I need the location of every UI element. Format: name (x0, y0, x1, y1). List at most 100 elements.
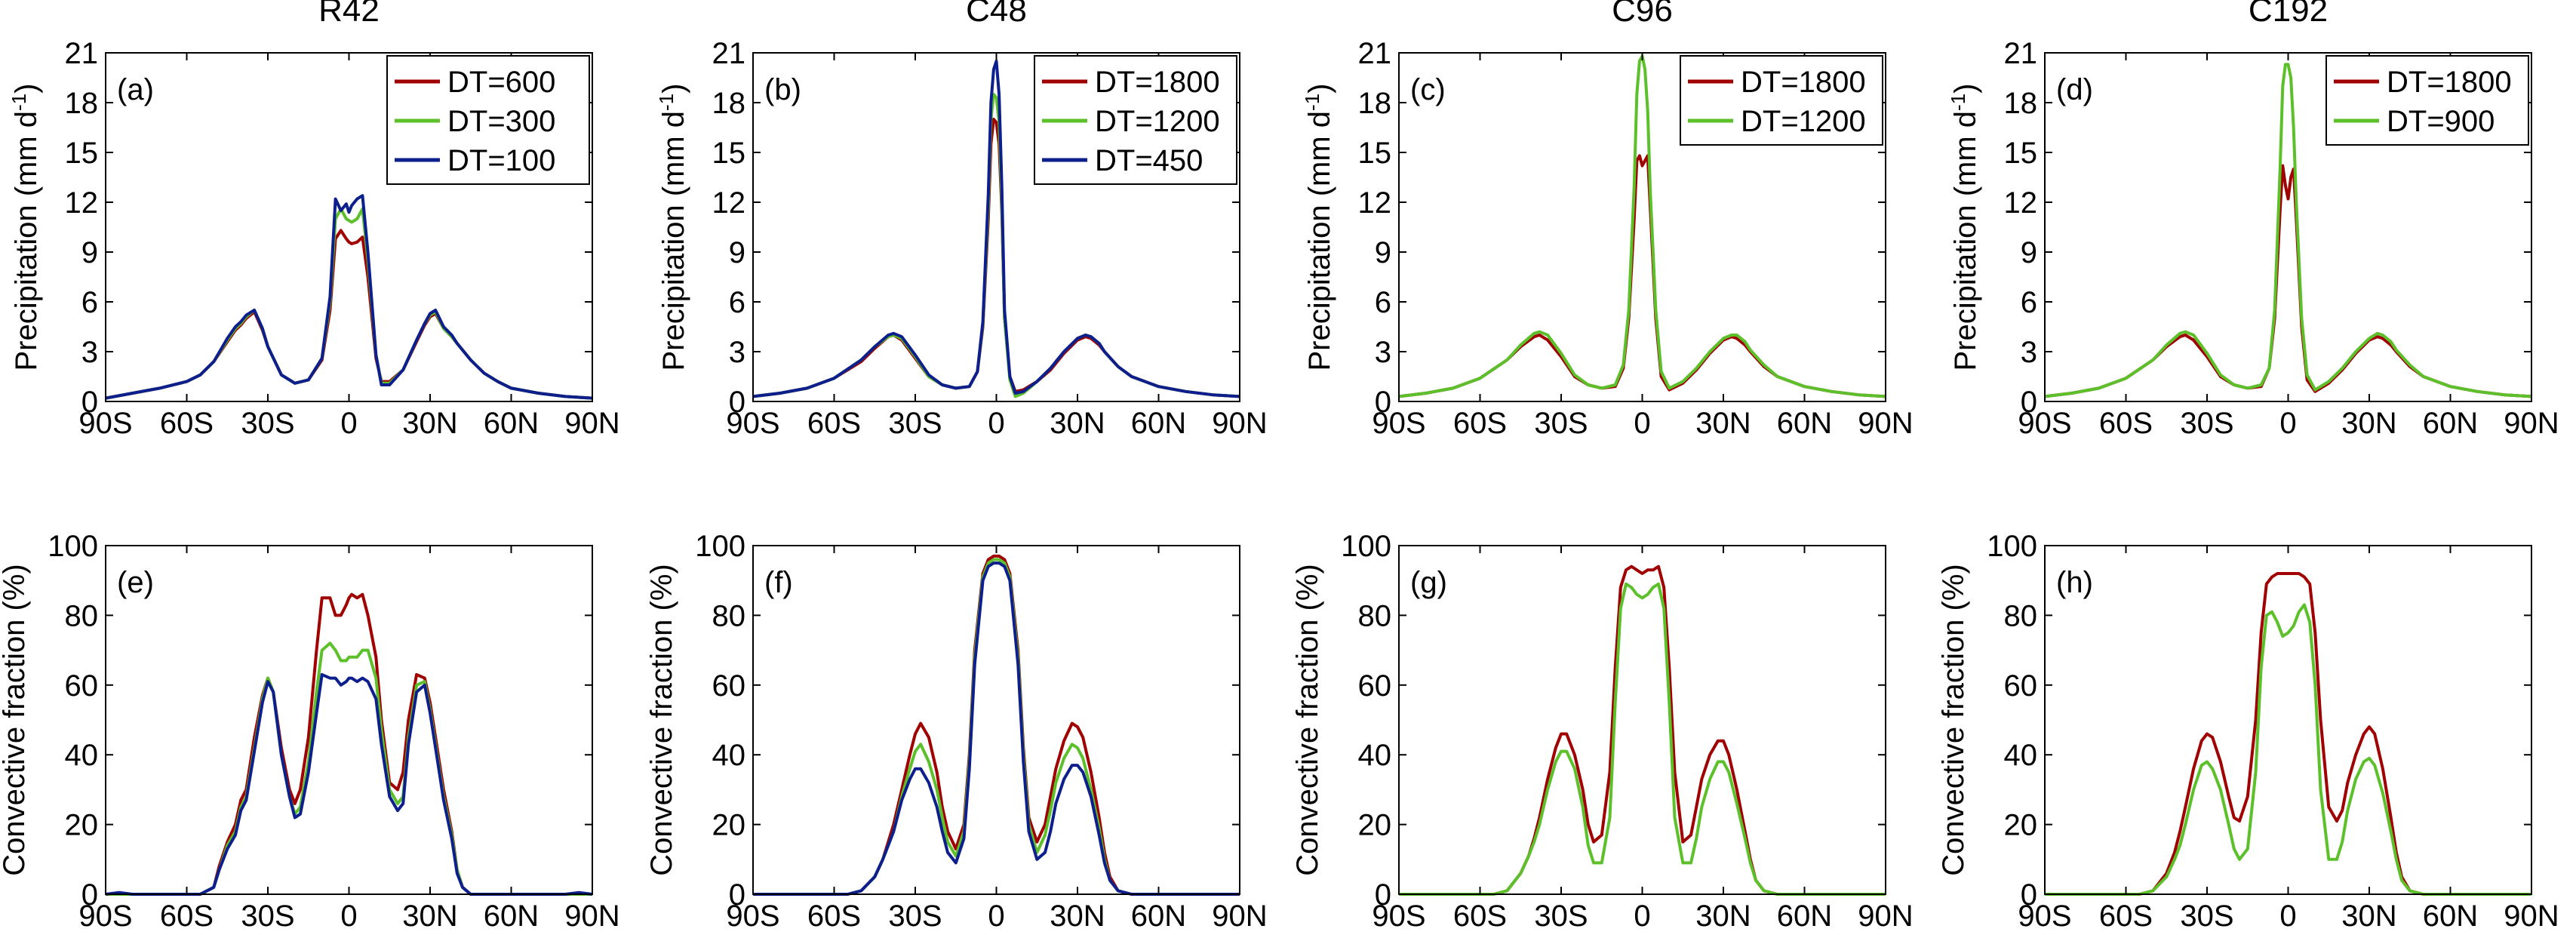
y-tick-label: 6 (1375, 286, 1391, 319)
x-tick-label: 30N (402, 900, 457, 933)
x-tick-label: 0 (340, 407, 357, 440)
y-tick-label: 20 (1358, 809, 1392, 842)
x-tick-label: 90S (1372, 900, 1425, 933)
y-tick-label: 12 (65, 186, 99, 220)
y-axis-label-text: Convective fraction (%) (0, 564, 31, 875)
y-tick-label: 80 (712, 599, 746, 632)
y-axis-label-text: Precipitation (mm d (1949, 111, 1982, 371)
x-tick-label: 90N (1212, 900, 1267, 933)
column-title: C48 (966, 0, 1027, 29)
y-tick-label: 100 (48, 530, 98, 563)
legend-entry: DT=900 (2387, 105, 2495, 138)
x-tick-label: 90S (1372, 407, 1425, 440)
x-tick-label: 60S (1453, 900, 1507, 933)
x-tick-label: 60S (1453, 407, 1507, 440)
panel-label: (c) (1410, 73, 1446, 106)
y-tick-label: 100 (1987, 530, 2037, 563)
series-line-dt-1200 (753, 558, 1240, 896)
x-tick-label: 30N (1695, 900, 1751, 933)
legend-entry: DT=100 (447, 144, 555, 177)
y-tick-label: 18 (712, 87, 746, 120)
x-tick-label: 90S (2018, 900, 2071, 933)
y-tick-label: 0 (81, 878, 98, 912)
y-tick-label: 40 (712, 739, 746, 772)
legend: DT=1800 DT=1200 DT=450 (1034, 55, 1237, 185)
axes-frame (752, 545, 1240, 895)
x-tick-label: 60N (1777, 900, 1832, 933)
x-tick-label: 90S (78, 407, 132, 440)
panel-c: C96 90S 60S 30S 0 30N 60N 90N 0 3 6 9 12 15 18 21 Precip… (1301, 0, 1914, 440)
legend-entry: DT=1200 (1095, 105, 1220, 138)
x-tick-label: 30N (1050, 900, 1105, 933)
y-tick-label: 80 (1358, 599, 1392, 632)
panel-b: C48 90S 60S 30S 0 30N 60N 90N 0 3 6 9 12 15 18 21 Precip… (655, 0, 1268, 440)
y-tick-label: 0 (729, 878, 745, 912)
legend-entry: DT=1800 (2387, 66, 2512, 99)
y-tick-label: 9 (81, 236, 98, 269)
x-tick-label: 0 (1634, 407, 1650, 440)
x-tick-label: 0 (2279, 407, 2296, 440)
x-tick-label: 30N (2341, 407, 2396, 440)
x-tick-label: 30S (2180, 900, 2233, 933)
y-tick-label: 21 (1358, 37, 1392, 70)
series-line-dt-1800 (2045, 572, 2531, 896)
panel-a: R42 90S 60S 30S 0 30N 60N 90N 0 3 6 9 12 15 18 21 Precip… (8, 0, 620, 440)
y-tick-label: 60 (712, 669, 746, 703)
x-tick-label: 90N (564, 407, 619, 440)
series-line-dt-600 (105, 229, 593, 400)
y-axis-label-close: ) (10, 83, 43, 93)
x-tick-label: 0 (340, 900, 357, 933)
y-tick-label: 18 (1358, 87, 1392, 120)
x-tick-label: 30S (888, 900, 942, 933)
y-tick-label: 12 (712, 186, 746, 220)
x-tick-label: 30S (888, 407, 942, 440)
y-tick-label: 80 (65, 599, 99, 632)
y-tick-label: 80 (2004, 599, 2038, 632)
panel-d: C192 90S 60S 30S 0 30N 60N 90N 0 3 6 9 12 15 18 21 Preci… (1947, 0, 2559, 440)
legend-entry: DT=300 (447, 105, 555, 138)
y-tick-label: 40 (1358, 739, 1392, 772)
panel-label: (b) (764, 73, 801, 106)
y-tick-label: 9 (2021, 236, 2037, 269)
series-line-dt-450 (752, 60, 1240, 398)
panel-label: (a) (117, 73, 154, 106)
x-tick-label: 0 (2279, 900, 2296, 933)
y-tick-label: 15 (65, 137, 99, 170)
x-tick-label: 30S (241, 900, 294, 933)
y-tick-label: 60 (65, 669, 99, 703)
y-tick-label: 0 (2021, 386, 2037, 419)
y-axis-label-text: Precipitation (mm d (10, 111, 43, 371)
series-line-dt-1800 (1399, 564, 1886, 896)
x-tick-label: 0 (988, 900, 1004, 933)
legend-entry: DT=450 (1095, 144, 1203, 177)
y-axis-label-superscript: -1 (655, 94, 678, 111)
y-axis-label: Convective fraction (%) (1291, 564, 1324, 875)
y-tick-label: 15 (712, 137, 746, 170)
panel-label: (f) (764, 566, 793, 599)
y-tick-label: 3 (1375, 336, 1391, 369)
series-line-dt-1800 (753, 554, 1240, 896)
y-axis-label: Convective fraction (%) (0, 564, 31, 875)
x-tick-label: 30N (1050, 407, 1105, 440)
x-tick-label: 90S (726, 900, 779, 933)
x-tick-label: 60N (2423, 900, 2478, 933)
x-tick-label: 30S (1534, 900, 1588, 933)
y-tick-label: 12 (1358, 186, 1392, 220)
y-tick-label: 100 (695, 530, 745, 563)
y-tick-label: 0 (1375, 878, 1391, 912)
x-tick-label: 90S (2018, 407, 2071, 440)
y-tick-label: 6 (81, 286, 98, 319)
y-tick-label: 20 (65, 809, 99, 842)
x-tick-label: 60N (484, 900, 539, 933)
y-tick-label: 3 (2021, 336, 2037, 369)
y-axis-label-text: Convective fraction (%) (1291, 564, 1324, 875)
panel-g: 90S 60S 30S 0 30N 60N 90N 0 20 40 60 80 100 Convectiv… (1291, 530, 1914, 933)
y-tick-label: 60 (1358, 669, 1392, 703)
y-axis-label-superscript: -1 (8, 94, 30, 111)
y-tick-label: 40 (65, 739, 99, 772)
y-tick-label: 18 (2004, 87, 2038, 120)
panel-h: 90S 60S 30S 0 30N 60N 90N 0 20 40 60 80 100 Convectiv… (1937, 530, 2559, 933)
y-tick-label: 15 (2004, 137, 2038, 170)
column-title: C96 (1612, 0, 1673, 29)
x-tick-label: 60S (807, 407, 861, 440)
